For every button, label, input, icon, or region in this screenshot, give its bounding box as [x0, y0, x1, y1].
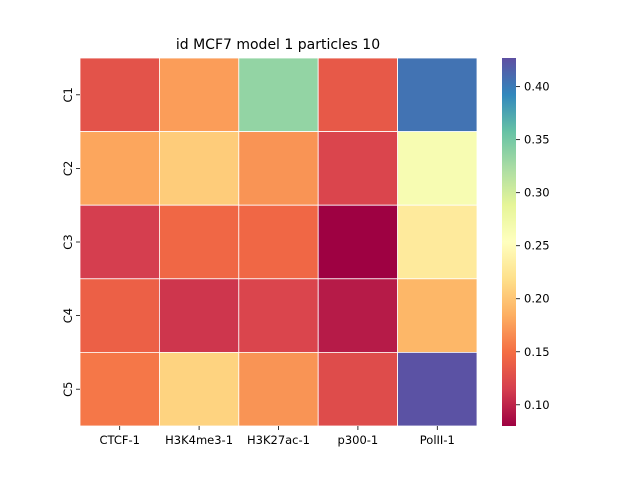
x-tick-label: p300-1	[338, 433, 379, 447]
chart-title: id MCF7 model 1 particles 10	[176, 37, 380, 53]
heatmap-cell	[79, 351, 160, 427]
heatmap-cell	[79, 204, 160, 280]
colorbar	[502, 58, 516, 426]
colorbar-tick-label: 0.30	[524, 186, 550, 200]
colorbar-tick-label: 0.20	[524, 292, 550, 306]
heatmap-cell	[158, 131, 240, 206]
heatmap-cell	[238, 278, 319, 353]
y-tick-label: C5	[61, 382, 75, 397]
heatmap-cell	[158, 57, 240, 132]
heatmap-cell	[238, 204, 319, 280]
x-axis-ticks: CTCF-1 H3K4me3-1 H3K27ac-1 p300-1 PolII-1	[99, 426, 455, 447]
heatmap-cell	[397, 278, 478, 353]
y-tick-label: C4	[61, 308, 75, 323]
heatmap-cell	[317, 351, 399, 427]
heatmap-cell	[397, 351, 478, 427]
heatmap-cell	[79, 57, 160, 132]
x-tick-label: H3K27ac-1	[247, 433, 310, 447]
colorbar-tick-label: 0.10	[524, 398, 550, 412]
x-tick-label: H3K4me3-1	[165, 433, 233, 447]
colorbar-tick-label: 0.40	[524, 80, 550, 94]
heatmap-cell	[317, 204, 399, 280]
heatmap-cell	[79, 278, 160, 353]
colorbar-tick-label: 0.15	[524, 345, 550, 359]
y-tick-label: C1	[61, 87, 75, 102]
heatmap-cell	[397, 204, 478, 280]
heatmap-cell	[79, 131, 160, 206]
heatmap-cell	[397, 57, 478, 132]
y-tick-label: C3	[61, 234, 75, 249]
y-tick-label: C2	[61, 161, 75, 176]
colorbar-tick-label: 0.35	[524, 133, 550, 147]
heatmap-cell	[238, 57, 319, 132]
y-axis-ticks: C1 C2 C3 C4 C5	[61, 87, 80, 397]
heatmap-cell	[158, 204, 240, 280]
heatmap-cell	[238, 131, 319, 206]
heatmap-cell	[158, 351, 240, 427]
heatmap-cells	[79, 57, 478, 427]
x-tick-label: PolII-1	[420, 433, 455, 447]
heatmap-cell	[317, 278, 399, 353]
heatmap-cell	[238, 351, 319, 427]
heatmap-cell	[158, 278, 240, 353]
heatmap-cell	[317, 57, 399, 132]
colorbar-ticks: 0.10 0.15 0.20 0.25 0.30 0.35 0.40	[516, 80, 550, 412]
x-tick-label: CTCF-1	[99, 433, 140, 447]
heatmap-cell	[397, 131, 478, 206]
colorbar-tick-label: 0.25	[524, 239, 550, 253]
heatmap-cell	[317, 131, 399, 206]
